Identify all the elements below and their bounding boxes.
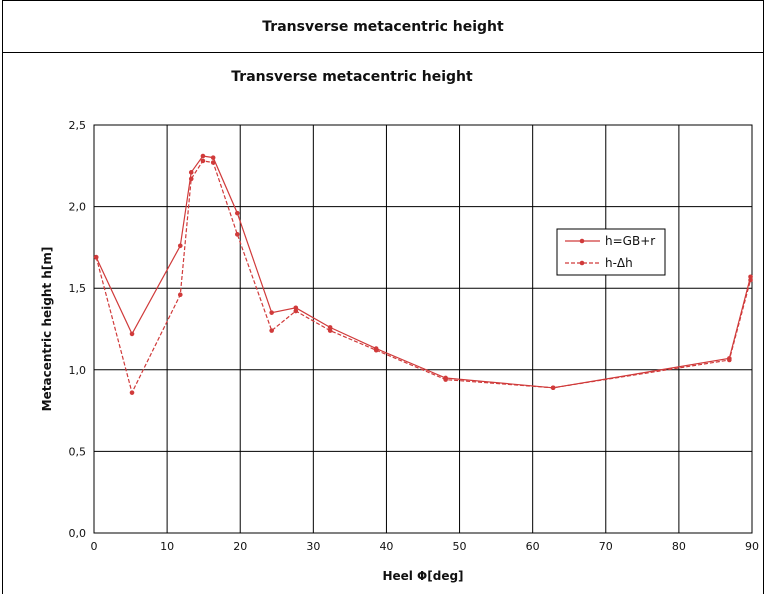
data-point [234,210,240,216]
y-tick-label: 1,0 [69,364,87,377]
plot-area-border [93,124,753,534]
data-point [443,377,448,382]
chart-title: Transverse metacentric height [231,69,473,85]
data-point [748,274,753,280]
series-group [93,153,753,395]
y-tick-label: 2,0 [69,201,87,214]
data-point [177,292,183,298]
x-tick-label: 60 [526,540,540,553]
data-point [200,153,206,159]
y-axis-label: Metacentric height h[m] [40,247,54,412]
y-tick-labels: 0,0 0,5 1,0 1,5 2,0 2,5 [69,119,87,540]
data-point [234,232,240,237]
data-point [550,385,556,391]
x-tick-label: 20 [233,540,247,553]
data-point [210,160,216,165]
x-tick-label: 80 [672,540,686,553]
x-tick-label: 70 [599,540,613,553]
grid-lines [93,124,753,534]
x-tick-label: 90 [745,540,759,553]
y-tick-label: 1,5 [69,282,87,295]
data-point [727,357,732,363]
legend-box [556,228,666,276]
data-point [293,308,299,314]
data-point [327,328,333,333]
data-point [269,328,274,333]
x-tick-label: 40 [379,540,393,553]
y-tick-label: 2,5 [69,119,87,132]
x-tick-label: 10 [160,540,174,553]
data-point [188,176,194,182]
data-point [210,155,216,160]
legend-label: h=GB+r [605,234,655,248]
legend-marker [579,260,585,266]
data-point [200,158,206,164]
x-tick-labels: 0 10 20 30 40 50 60 70 80 90 [91,540,760,553]
x-tick-label: 30 [306,540,320,553]
x-tick-label: 0 [91,540,98,553]
data-point [188,170,194,175]
header-title: Transverse metacentric height [3,1,763,53]
data-point [327,325,333,330]
data-point [93,254,99,260]
series-line [95,160,752,395]
x-axis-label: Heel Φ[deg] [382,569,463,583]
data-point [269,310,274,315]
data-point [293,305,299,311]
x-tick-label: 50 [453,540,467,553]
legend: h=GB+r h-Δh [556,228,666,276]
data-point [748,277,753,283]
data-point [373,347,379,353]
y-tick-label: 0,0 [69,527,87,540]
data-point [129,331,135,337]
data-point [177,243,183,249]
y-tick-label: 0,5 [69,445,87,458]
legend-marker [579,238,585,244]
data-point [129,390,135,395]
legend-label: h-Δh [605,256,633,270]
